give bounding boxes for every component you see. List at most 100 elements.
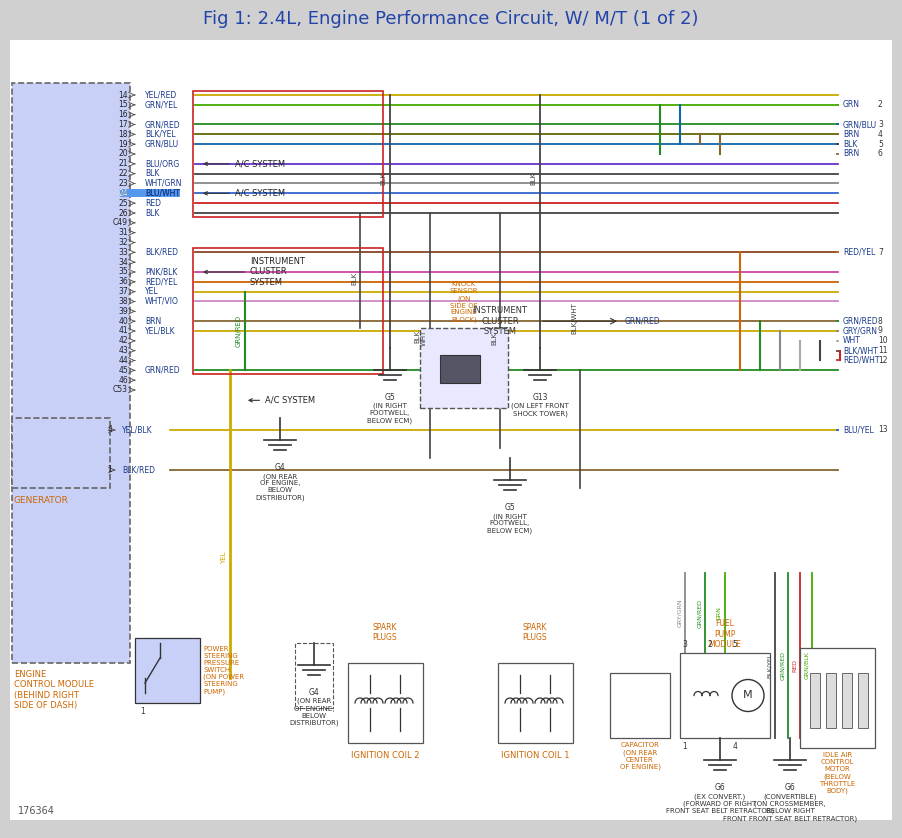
Text: BLK: BLK [351,272,357,285]
Text: YEL/BLK: YEL/BLK [145,327,176,335]
Text: GRN/RED: GRN/RED [697,598,702,628]
Text: GRN/RED: GRN/RED [625,317,660,326]
Text: (EX CONVERT.)
(FORWARD OF RIGHT
FRONT SEAT BELT RETRACTOR): (EX CONVERT.) (FORWARD OF RIGHT FRONT SE… [666,793,774,815]
Text: 1: 1 [107,465,112,474]
Text: IGNITION COIL 2: IGNITION COIL 2 [351,751,419,760]
Text: BLK/WHT: BLK/WHT [843,346,878,355]
Text: BLU/WHT: BLU/WHT [145,189,180,198]
Text: 4: 4 [878,130,883,139]
Text: 23: 23 [118,179,128,188]
Text: KNOCK
SENSOR
(ON
SIDE OF
ENGINE
BLOCK): KNOCK SENSOR (ON SIDE OF ENGINE BLOCK) [450,281,478,323]
Text: (IN RIGHT
FOOTWELL,
BELOW ECM): (IN RIGHT FOOTWELL, BELOW ECM) [367,403,412,424]
Bar [498,663,573,743]
Text: 22: 22 [118,169,128,178]
Text: 2: 2 [708,640,713,649]
Text: BRN: BRN [843,130,860,139]
Bar [12,418,110,488]
Bar [295,643,333,708]
Text: SPARK
PLUGS: SPARK PLUGS [522,623,548,643]
Text: 5: 5 [878,140,883,148]
Text: GENERATOR: GENERATOR [14,496,69,505]
Text: BLK/WHT: BLK/WHT [571,302,577,334]
Text: RED/WHT: RED/WHT [843,356,879,365]
Text: YEL: YEL [221,551,227,564]
Text: CAPACITOR
(ON REAR
CENTER
OF ENGINE): CAPACITOR (ON REAR CENTER OF ENGINE) [620,742,660,770]
Text: GRN/RED: GRN/RED [780,651,785,680]
Text: GRN/BLU: GRN/BLU [145,140,179,148]
Text: BLK/RED: BLK/RED [122,465,155,474]
Text: YEL: YEL [145,287,159,296]
Bar [12,83,130,663]
Text: 41: 41 [118,327,128,335]
Bar [680,653,770,738]
Text: BLK: BLK [843,140,858,148]
Text: RED/YEL: RED/YEL [843,248,875,256]
Text: 16: 16 [118,110,128,119]
Text: A/C SYSTEM: A/C SYSTEM [249,396,315,405]
Text: 46: 46 [118,375,128,385]
Text: G5: G5 [504,503,515,512]
Text: GRN/BLK: GRN/BLK [804,652,809,680]
Text: 8: 8 [878,317,883,326]
Text: 32: 32 [118,238,128,247]
Circle shape [732,680,764,711]
Text: GRN/RED: GRN/RED [236,315,242,347]
Bar [135,638,200,703]
Text: 1: 1 [140,707,144,716]
Text: 40: 40 [118,317,128,326]
Text: BLU/WHT: BLU/WHT [145,189,180,198]
Text: BLU/YEL: BLU/YEL [843,426,874,434]
Text: 25: 25 [118,199,128,208]
Text: 26: 26 [118,209,128,218]
Text: PNK/BLK: PNK/BLK [145,267,178,277]
Text: C53: C53 [113,385,128,395]
Text: 45: 45 [118,366,128,375]
Text: (ON LEFT FRONT
SHOCK TOWER): (ON LEFT FRONT SHOCK TOWER) [511,403,569,417]
Text: BLK/RED: BLK/RED [145,248,178,256]
Text: 24: 24 [118,189,128,198]
Text: 43: 43 [118,346,128,355]
Text: 5: 5 [732,640,738,649]
Text: SPARK
PLUGS: SPARK PLUGS [373,623,397,643]
Text: WHT/VIO: WHT/VIO [145,297,179,306]
Text: 176364: 176364 [18,806,55,816]
Text: Fig 1: 2.4L, Engine Performance Circuit, W/ M/T (1 of 2): Fig 1: 2.4L, Engine Performance Circuit,… [203,10,699,28]
Text: BLK: BLK [145,169,160,178]
Text: INSTRUMENT
CLUSTER
SYSTEM: INSTRUMENT CLUSTER SYSTEM [473,306,528,336]
Text: RED: RED [792,659,797,672]
Bar [810,673,820,728]
Text: 12: 12 [878,356,888,365]
Text: BLK: BLK [380,172,386,184]
Text: G5: G5 [384,393,395,402]
Text: GRN/BLU: GRN/BLU [843,120,877,129]
Text: GRN: GRN [843,101,860,109]
Text: G6: G6 [785,783,796,792]
Bar [193,91,383,217]
Text: 15: 15 [118,101,128,109]
Text: G13: G13 [532,393,548,402]
Text: BLK/YEL: BLK/YEL [767,653,772,678]
Text: 10: 10 [878,336,888,345]
Bar [610,673,670,738]
Text: (ON REAR
OF ENGINE,
BELOW
DISTRIBUTOR): (ON REAR OF ENGINE, BELOW DISTRIBUTOR) [290,698,339,726]
Text: BLU/ORG: BLU/ORG [145,159,179,168]
Text: G4: G4 [308,688,319,697]
Text: C49: C49 [113,219,128,227]
Text: A/C SYSTEM: A/C SYSTEM [204,159,285,168]
Text: GRY/GRN: GRY/GRN [843,327,878,335]
Text: 4: 4 [107,426,112,434]
Text: GRN/RED: GRN/RED [145,120,180,129]
Text: 42: 42 [118,336,128,345]
Text: BLK
WHT: BLK WHT [414,330,427,346]
Bar [193,248,383,375]
Text: 14: 14 [118,91,128,100]
Text: GRN/RED: GRN/RED [145,366,180,375]
Bar [420,328,508,408]
Text: BRN: BRN [145,317,161,326]
Bar [858,673,868,728]
Text: BRN: BRN [843,149,860,158]
Text: BLK: BLK [145,209,160,218]
Text: 21: 21 [118,159,128,168]
Text: ENGINE
CONTROL MODULE
(BEHIND RIGHT
SIDE OF DASH): ENGINE CONTROL MODULE (BEHIND RIGHT SIDE… [14,670,94,710]
Text: 13: 13 [878,426,888,434]
